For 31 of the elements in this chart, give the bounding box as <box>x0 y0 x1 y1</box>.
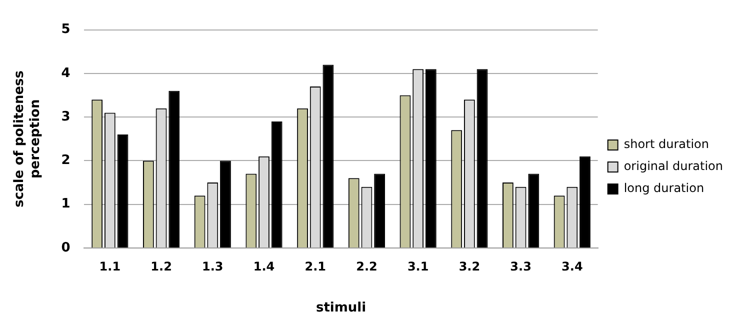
bar <box>374 174 386 248</box>
y-tick-label: 4 <box>61 66 70 81</box>
bar <box>580 156 590 248</box>
bar <box>168 90 180 248</box>
bar <box>528 174 540 248</box>
legend-label: original duration <box>624 159 724 174</box>
x-axis-title: stimuli <box>316 300 366 316</box>
y-tick-label: 2 <box>61 153 70 168</box>
y-tick-label: 0 <box>61 240 70 256</box>
legend-label: short duration <box>624 137 709 152</box>
x-tick-label: 2.2 <box>356 259 378 274</box>
x-tick-label: 3.1 <box>407 259 429 274</box>
y-tick-label: 5 <box>61 22 70 38</box>
bar <box>220 160 231 248</box>
x-tick-label: 3.2 <box>458 259 480 274</box>
bar <box>322 64 334 248</box>
y-tick-label: 1 <box>61 196 70 212</box>
x-tick-label: 1.2 <box>150 259 172 274</box>
x-tick-label: 2.1 <box>304 259 326 274</box>
x-tick-label: 1.4 <box>253 259 275 274</box>
x-tick-label: 3.4 <box>562 259 583 274</box>
x-tick-label: 3.3 <box>510 259 532 274</box>
x-tick-label: 1.3 <box>202 259 224 274</box>
bar <box>425 69 436 248</box>
bar <box>271 121 282 248</box>
legend-label: long duration <box>624 181 704 196</box>
bar <box>476 69 488 248</box>
y-tick-label: 3 <box>61 109 70 124</box>
x-tick-label: 1.1 <box>99 259 121 274</box>
bar <box>117 134 128 248</box>
y-axis-title: scale of politeness perception <box>12 70 43 208</box>
